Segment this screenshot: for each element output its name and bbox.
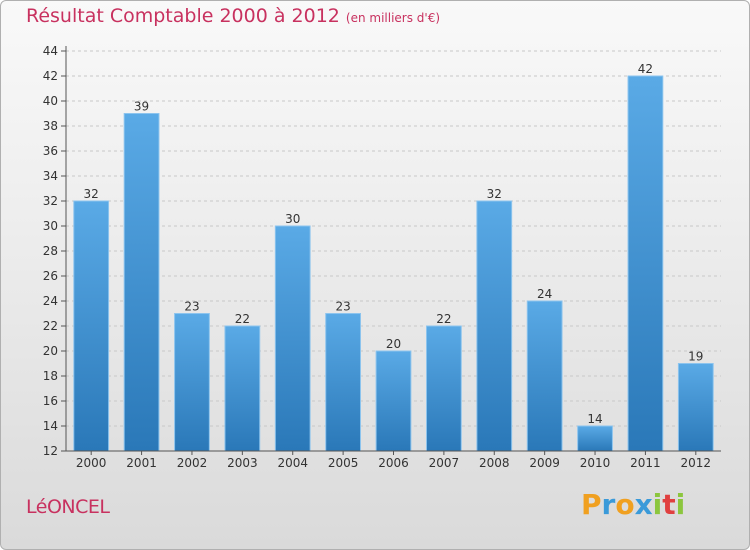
logo-letter: r [601,488,616,521]
x-tick-label: 2005 [328,456,359,470]
logo-letter: P [581,488,602,521]
logo-letter: o [615,488,635,521]
bar [174,313,210,452]
bar-data-label: 22 [235,312,250,326]
bar-data-label: 32 [487,187,502,201]
logo-letter: i [675,488,686,521]
proxiti-logo: Proxiti [581,488,685,521]
x-tick-label: 2008 [479,456,510,470]
bar [577,425,613,452]
x-tick-label: 2007 [429,456,460,470]
bar-data-label: 42 [638,62,653,76]
bar-data-label: 22 [436,312,451,326]
x-tick-label: 2002 [177,456,208,470]
logo-letter: x [634,488,653,521]
x-tick-label: 2006 [378,456,409,470]
bar [274,225,311,452]
y-tick-label: 36 [43,144,58,158]
x-tick-label: 2003 [227,456,258,470]
logo-letter: t [662,488,676,521]
commune-name: LéONCEL [26,496,110,518]
bar [677,363,714,452]
bar-data-label: 14 [587,412,602,426]
x-tick-label: 2009 [529,456,560,470]
y-tick-label: 24 [43,294,58,308]
y-tick-label: 40 [43,94,58,108]
bar-data-label: 19 [688,350,703,364]
bar [123,113,160,452]
chart-title: Résultat Comptable 2000 à 2012 (en millie… [26,5,440,27]
chart-title-text: Résultat Comptable 2000 à 2012 [26,5,340,27]
bar-data-label: 30 [285,212,300,226]
x-tick-label: 2000 [76,456,107,470]
y-tick-label: 38 [43,119,58,133]
y-tick-label: 22 [43,319,58,333]
bar-data-label: 23 [335,300,350,314]
y-tick-label: 44 [43,44,58,58]
x-tick-label: 2011 [630,456,661,470]
x-tick-label: 2001 [126,456,157,470]
y-tick-label: 42 [43,69,58,83]
x-tick-label: 2012 [681,456,712,470]
y-tick-label: 26 [43,269,58,283]
bar [476,200,513,452]
x-tick-label: 2004 [277,456,308,470]
bar-data-label: 20 [386,337,401,351]
y-tick-label: 30 [43,219,58,233]
bar-data-label: 32 [84,187,99,201]
y-tick-label: 28 [43,244,58,258]
y-tick-label: 18 [43,369,58,383]
x-tick-label: 2010 [580,456,611,470]
y-tick-label: 20 [43,344,58,358]
bar [627,75,664,452]
bar-data-label: 39 [134,100,149,114]
bar [426,325,462,452]
y-tick-label: 16 [43,394,58,408]
y-tick-label: 34 [43,169,58,183]
bar-data-label: 24 [537,287,552,301]
bar [73,200,110,452]
bar [375,350,412,452]
logo-letter: i [652,488,663,521]
bar [224,325,261,452]
bar-data-label: 23 [184,300,199,314]
chart-subtitle: (en milliers d'€) [345,11,441,25]
y-tick-label: 14 [43,419,58,433]
bar [526,300,563,452]
y-tick-label: 12 [43,444,58,458]
bar [325,313,361,452]
y-tick-label: 32 [43,194,58,208]
